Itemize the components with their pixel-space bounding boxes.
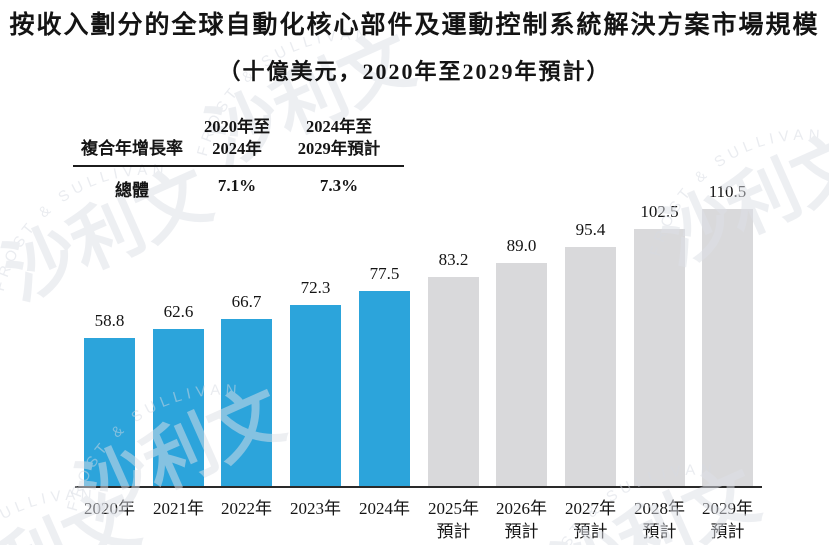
x-tick-forecast-suffix: 預計 [436,522,471,541]
overall-row-label: 總體 [115,181,149,200]
bar-2022年 [221,319,272,486]
chart-title: 按收入劃分的全球自動化核心部件及運動控制系統解決方案市場規模 [9,12,820,39]
x-tick-label: 2023年 [280,497,352,520]
x-tick-forecast-suffix: 預計 [504,522,539,541]
overall-cagr-2024-2029: 7.3% [319,176,359,195]
bar-value-label: 77.5 [369,264,400,283]
cagr-col2-header: 2024年至 2029年預計 [283,116,395,160]
bar-value-label: 72.3 [300,278,331,297]
x-tick-year: 2026年 [496,499,547,518]
x-tick-label: 2027年預計 [555,497,627,543]
x-tick-year: 2022年 [221,499,272,518]
table-divider-line [73,165,404,167]
bar-value-label: 62.6 [163,302,194,321]
bar-value-label: 58.8 [94,311,125,330]
bar-2027年預計 [565,247,616,486]
x-tick-year: 2020年 [84,499,135,518]
cagr-table-header-row: 複合年增長率 2020年至 2024年 2024年至 2029年預計 [73,116,404,160]
chart-subtitle: （十億美元，2020年至2029年預計） [218,59,611,84]
bar-2025年預計 [428,277,479,486]
x-tick-year: 2025年 [428,499,479,518]
x-tick-year: 2027年 [565,499,616,518]
cagr-col1-header-line1: 2020年至 [204,117,270,136]
x-tick-year: 2021年 [153,499,204,518]
bar-value-label: 89.0 [506,236,537,255]
x-tick-label: 2028年預計 [624,497,696,543]
cagr-col1-header: 2020年至 2024年 [191,116,283,160]
bar-2029年預計 [702,209,753,486]
bar-value-label: 83.2 [438,250,469,269]
cagr-col2-header-line2: 2029年預計 [297,139,381,158]
cagr-col1-header-line2: 2024年 [212,139,262,158]
bar-2024年 [359,291,410,486]
x-tick-forecast-suffix: 預計 [710,522,745,541]
bar-2021年 [153,329,204,486]
x-tick-label: 2029年預計 [692,497,764,543]
x-tick-label: 2022年 [211,497,283,520]
cagr-col2-header-line1: 2024年至 [306,117,372,136]
overall-cagr-2020-2024: 7.1% [217,176,257,195]
bar-2028年預計 [634,229,685,486]
x-tick-label: 2025年預計 [418,497,490,543]
bar-2026年預計 [496,263,547,486]
bar-value-label: 102.5 [640,202,679,221]
bar-value-label: 95.4 [575,220,606,239]
bar-value-label: 66.7 [231,292,262,311]
x-axis-line [75,486,762,488]
bar-2023年 [290,305,341,486]
cagr-table-value-row: 總體 7.1% 7.3% [73,167,404,201]
x-tick-label: 2026年預計 [486,497,558,543]
bar-value-label: 110.5 [708,182,747,201]
x-tick-year: 2028年 [634,499,685,518]
x-tick-label: 2020年 [74,497,146,520]
x-tick-label: 2021年 [143,497,215,520]
x-tick-year: 2023年 [290,499,341,518]
x-tick-year: 2029年 [702,499,753,518]
x-tick-forecast-suffix: 預計 [573,522,608,541]
cagr-row-header: 複合年增長率 [81,139,183,158]
bar-2020年 [84,338,135,486]
x-tick-year: 2024年 [359,499,410,518]
cagr-table: 複合年增長率 2020年至 2024年 2024年至 2029年預計 總體 7.… [73,116,404,201]
x-tick-label: 2024年 [349,497,421,520]
x-tick-forecast-suffix: 預計 [642,522,677,541]
